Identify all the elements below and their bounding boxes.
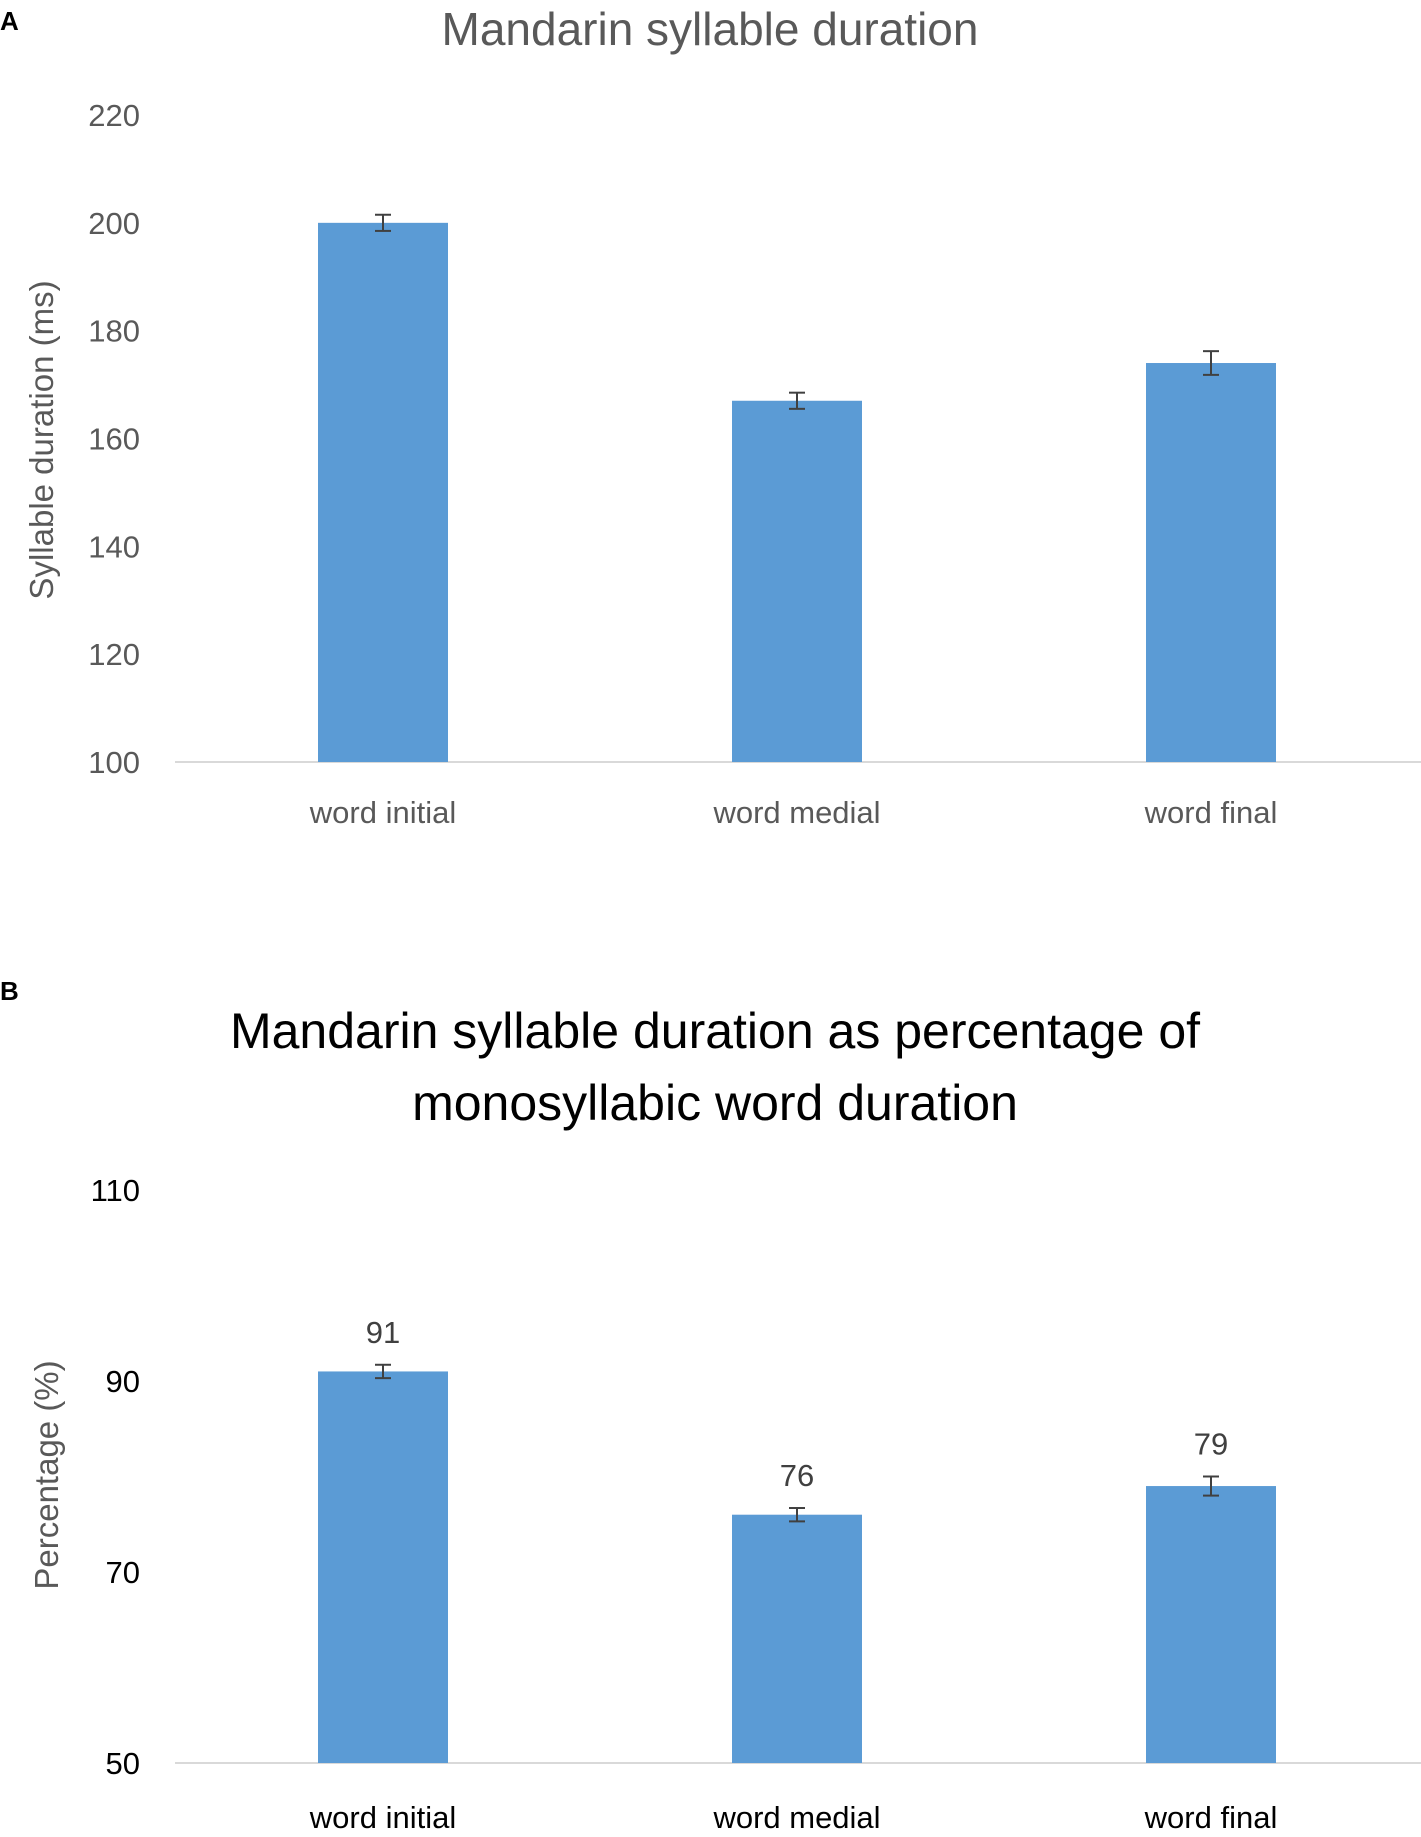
chart-b-xtick-label: word final <box>1144 1800 1278 1835</box>
chart-b-data-label: 79 <box>1194 1427 1228 1462</box>
chart-b-error-bars <box>375 1363 1219 1523</box>
chart-b-ylabel: Percentage (%) <box>28 1360 65 1589</box>
chart-a-error-bars <box>375 213 1219 410</box>
chart-b-error-bar <box>789 1507 805 1523</box>
chart-b-ytick-label: 90 <box>106 1364 140 1399</box>
chart-a-error-bar <box>375 213 391 232</box>
chart-a-xtick-label: word medial <box>712 795 880 830</box>
chart-a-ytick-label: 180 <box>88 314 140 349</box>
chart-a-ylabel: Syllable duration (ms) <box>23 280 60 599</box>
chart-b-data-label: 76 <box>780 1458 814 1493</box>
chart-b-xtick-labels: word initial word medial word final <box>309 1800 1278 1835</box>
chart-a-ytick-label: 140 <box>88 529 140 564</box>
chart-b-error-bar <box>1203 1475 1219 1497</box>
chart-a-title: Mandarin syllable duration <box>442 3 979 55</box>
chart-a-ytick-label: 160 <box>88 422 140 457</box>
chart-a-xtick-labels: word initial word medial word final <box>309 795 1278 830</box>
chart-b-bar <box>732 1514 862 1763</box>
chart-b-ytick-label: 70 <box>106 1555 140 1590</box>
chart-b-xtick-label: word medial <box>712 1800 880 1835</box>
chart-b-error-bar <box>375 1363 391 1380</box>
chart-b-ytick-label: 50 <box>106 1746 140 1781</box>
chart-b-ytick-label: 110 <box>91 1173 140 1208</box>
chart-a-bars <box>318 222 1276 763</box>
chart-a-bar <box>1146 363 1276 762</box>
panel-a: A Mandarin syllable duration Syllable du… <box>0 3 1421 830</box>
chart-b-data-labels: 91 76 79 <box>366 1315 1228 1493</box>
chart-a-error-bar <box>789 391 805 410</box>
chart-b-xtick-label: word initial <box>309 1800 456 1835</box>
chart-a-ytick-label: 100 <box>88 745 140 780</box>
chart-a-ytick-labels: 100 120 140 160 180 200 220 <box>88 98 140 780</box>
chart-b-bar <box>1146 1486 1276 1763</box>
panel-a-label: A <box>0 6 19 36</box>
chart-a-bar <box>732 400 862 762</box>
chart-a-error-bar <box>1203 350 1219 376</box>
chart-b-bar <box>318 1371 448 1763</box>
panel-b-label: B <box>0 976 19 1006</box>
chart-a-xtick-label: word final <box>1144 795 1278 830</box>
chart-a-ytick-label: 220 <box>88 98 140 133</box>
chart-a-ytick-label: 200 <box>88 206 140 241</box>
chart-a-bar <box>318 222 448 763</box>
panel-b: B Mandarin syllable duration as percenta… <box>0 976 1421 1835</box>
chart-a-ytick-label: 120 <box>88 637 140 672</box>
chart-b-ytick-labels: 50 70 90 110 <box>91 1173 140 1781</box>
chart-b-title-line-1: Mandarin syllable duration as percentage… <box>230 1003 1200 1059</box>
chart-a-xtick-label: word initial <box>309 795 456 830</box>
chart-b-title-line-2: monosyllabic word duration <box>412 1075 1018 1131</box>
chart-b-data-label: 91 <box>366 1315 400 1350</box>
chart-b-bars <box>318 1371 1276 1763</box>
